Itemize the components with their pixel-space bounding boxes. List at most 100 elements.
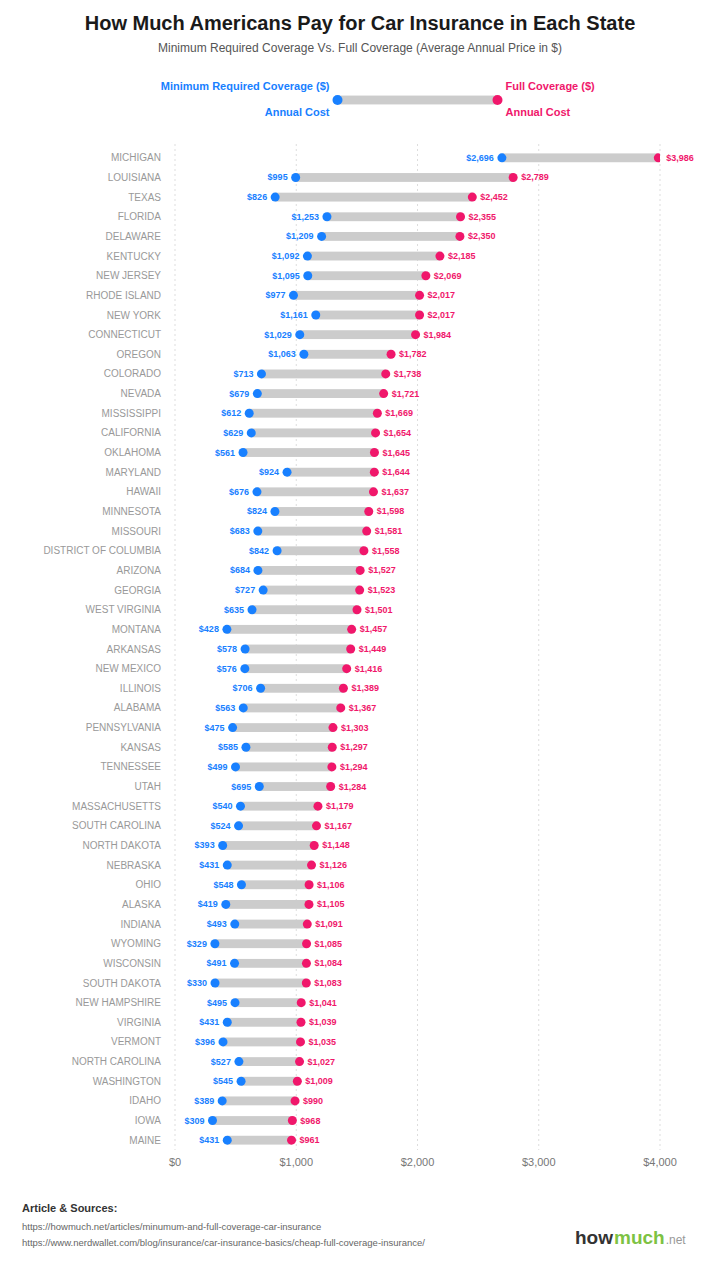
connector-bar xyxy=(212,1116,292,1125)
category-label: NORTH DAKOTA xyxy=(82,840,161,851)
category-label: NEW HAMPSHIRE xyxy=(75,997,161,1008)
data-label: $1,209 xyxy=(286,231,314,241)
data-label: $635 xyxy=(224,605,244,615)
connector-bar xyxy=(239,1057,300,1066)
category-label: SOUTH DAKOTA xyxy=(83,978,161,989)
dot xyxy=(240,664,249,673)
data-label: $1,721 xyxy=(392,389,420,399)
dot xyxy=(273,546,282,555)
data-label: $2,069 xyxy=(434,271,462,281)
data-label: $968 xyxy=(300,1116,320,1126)
dot xyxy=(455,232,464,241)
data-label: $1,527 xyxy=(368,565,396,575)
dot xyxy=(303,920,312,929)
connector-bar xyxy=(275,193,472,202)
data-label: $1,782 xyxy=(399,349,427,359)
dot xyxy=(304,900,313,909)
data-label: $1,105 xyxy=(317,899,345,909)
dot xyxy=(288,1116,297,1125)
data-label: $826 xyxy=(247,192,267,202)
dot xyxy=(311,311,320,320)
dot xyxy=(256,684,265,693)
category-label: ALABAMA xyxy=(114,702,162,713)
data-label: $1,009 xyxy=(305,1076,333,1086)
category-label: DISTRICT OF COLUMBIA xyxy=(43,545,161,556)
labels: MICHIGAN$2,696$3,986LOUISIANA$995$2,789T… xyxy=(43,152,693,1145)
dot xyxy=(253,389,262,398)
data-label: $1,027 xyxy=(308,1057,336,1067)
data-label: $1,179 xyxy=(326,801,354,811)
data-label: $1,581 xyxy=(375,526,403,536)
data-label: $2,696 xyxy=(466,153,494,163)
data-label: $824 xyxy=(247,506,267,516)
connector-bar xyxy=(293,291,419,300)
data-label: $1,303 xyxy=(341,723,369,733)
connector-bar xyxy=(322,232,460,241)
data-label: $1,644 xyxy=(382,467,410,477)
legend-bar xyxy=(338,96,498,105)
footer-source: https://howmuch.net/articles/minumum-and… xyxy=(22,1221,321,1232)
category-label: MICHIGAN xyxy=(111,152,161,163)
dot xyxy=(253,566,262,575)
connector-bar xyxy=(235,959,307,968)
dot xyxy=(223,861,232,870)
connector-bar xyxy=(241,1077,297,1086)
data-label: $727 xyxy=(235,585,255,595)
data-label: $561 xyxy=(215,448,235,458)
category-label: MASSACHUSETTS xyxy=(72,801,161,812)
dot xyxy=(356,566,365,575)
connector-bar xyxy=(245,664,347,673)
data-label: $1,161 xyxy=(280,310,308,320)
data-label: $1,669 xyxy=(385,408,413,418)
dot xyxy=(237,880,246,889)
logo: how xyxy=(575,1227,613,1248)
category-label: VERMONT xyxy=(111,1036,161,1047)
dot xyxy=(247,605,256,614)
data-label: $713 xyxy=(233,369,253,379)
connector-bar xyxy=(227,625,352,634)
category-label: MAINE xyxy=(129,1135,161,1146)
dot xyxy=(295,330,304,339)
dot xyxy=(435,252,444,261)
data-label: $1,284 xyxy=(339,782,367,792)
data-label: $1,029 xyxy=(264,330,292,340)
dot xyxy=(230,920,239,929)
connector-bar xyxy=(308,271,426,280)
category-label: TENNESSEE xyxy=(100,761,161,772)
dot xyxy=(302,959,311,968)
footer-source: https://www.nerdwallet.com/blog/insuranc… xyxy=(22,1237,425,1248)
dot xyxy=(373,409,382,418)
connector-bar xyxy=(245,645,351,654)
connector-bar xyxy=(215,979,306,988)
dot xyxy=(421,271,430,280)
dot xyxy=(379,389,388,398)
category-label: CONNECTICUT xyxy=(88,329,161,340)
category-label: MONTANA xyxy=(112,624,162,635)
dot xyxy=(352,605,361,614)
data-label: $428 xyxy=(199,624,219,634)
dot xyxy=(364,507,373,516)
data-label: $1,063 xyxy=(268,349,296,359)
data-label: $1,558 xyxy=(372,546,400,556)
dot xyxy=(415,311,424,320)
connector-bar xyxy=(235,920,308,929)
data-label: $1,035 xyxy=(308,1037,336,1047)
category-label: ARIZONA xyxy=(117,565,162,576)
connector-bar xyxy=(233,723,333,732)
connector-bar xyxy=(287,468,374,477)
dot xyxy=(303,252,312,261)
dot xyxy=(245,409,254,418)
dot xyxy=(468,193,477,202)
connector-bar xyxy=(240,802,317,811)
connector-bar xyxy=(263,586,360,595)
data-label: $475 xyxy=(205,723,225,733)
dot xyxy=(291,1096,300,1105)
dot xyxy=(313,802,322,811)
category-label: WISCONSIN xyxy=(103,958,161,969)
data-label: $1,084 xyxy=(314,958,342,968)
dot xyxy=(302,979,311,988)
x-tick-label: $1,000 xyxy=(279,1156,313,1168)
connector-bar xyxy=(257,389,383,398)
x-tick-label: $0 xyxy=(169,1156,181,1168)
x-tick-label: $4,000 xyxy=(643,1156,677,1168)
